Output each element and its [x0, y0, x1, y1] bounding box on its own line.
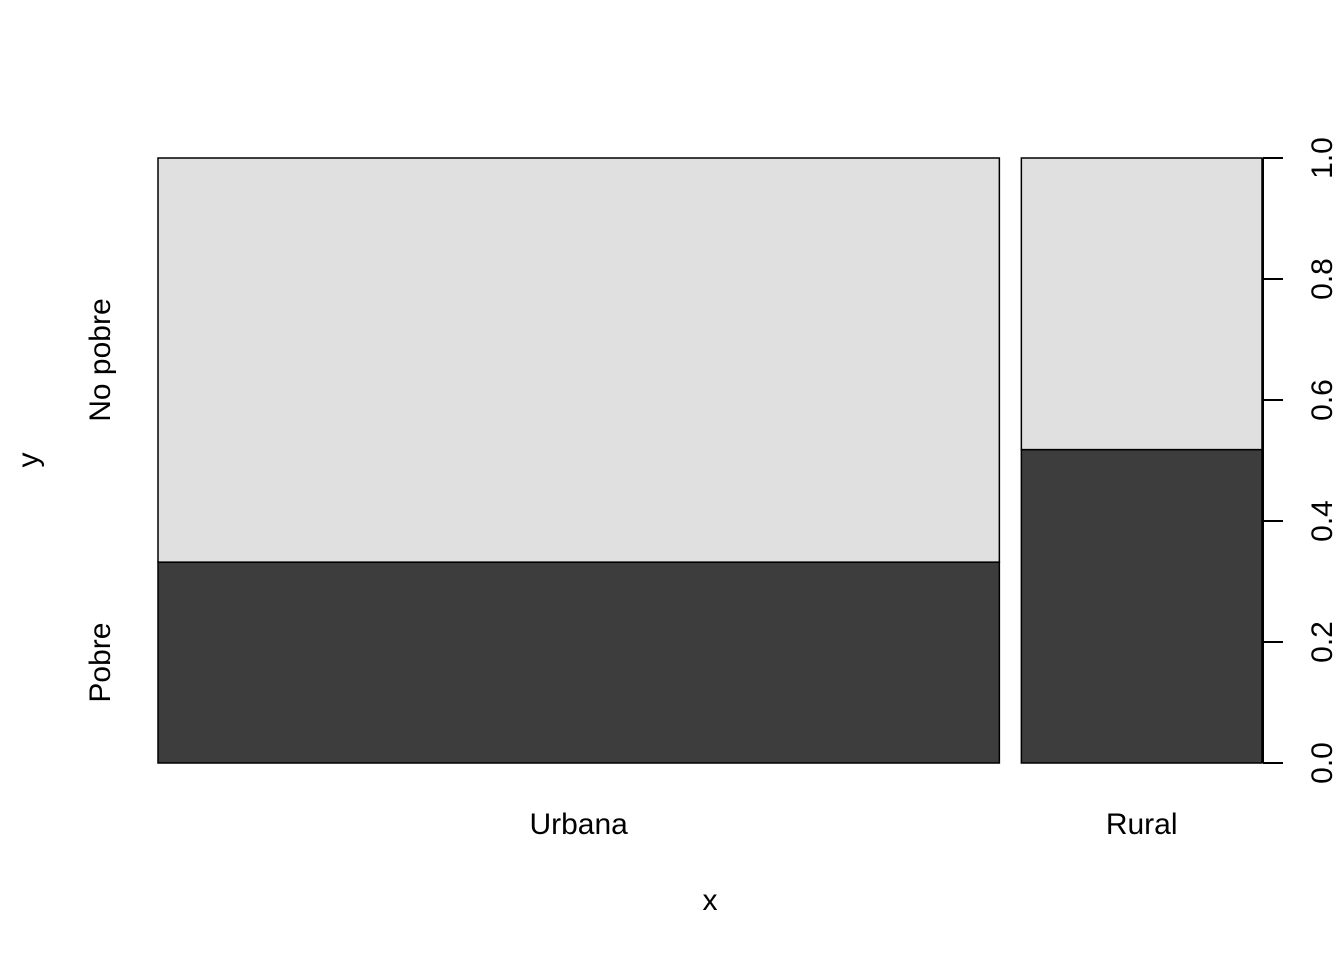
- right-axis: 0.0 0.2 0.4 0.6 0.8 1.0: [1262, 137, 1339, 784]
- right-axis-tick-label: 0.0: [1306, 742, 1339, 784]
- bars-group: [157, 157, 1263, 764]
- category-labels: Urbana Rural: [529, 808, 1177, 841]
- bar-segment-urbana-no-pobre: [157, 157, 1001, 563]
- bar-segment-rural-pobre: [1020, 448, 1263, 764]
- x-axis-label: x: [703, 884, 718, 917]
- y-axis-label: y: [12, 453, 45, 468]
- level-labels: Pobre No pobre: [84, 298, 117, 702]
- bar-segment-rural-no-pobre: [1020, 157, 1263, 451]
- level-label-no-pobre: No pobre: [84, 298, 117, 421]
- category-label-rural: Rural: [1106, 808, 1178, 841]
- category-label-urbana: Urbana: [529, 808, 628, 841]
- right-axis-tick-label: 0.6: [1306, 379, 1339, 421]
- right-axis-tick-label: 1.0: [1306, 137, 1339, 179]
- bar-segment-urbana-pobre: [157, 561, 1001, 764]
- level-label-pobre: Pobre: [84, 623, 117, 703]
- right-axis-tick-label: 0.2: [1306, 621, 1339, 663]
- right-axis-tick-label: 0.8: [1306, 258, 1339, 300]
- right-axis-tick-label: 0.4: [1306, 500, 1339, 542]
